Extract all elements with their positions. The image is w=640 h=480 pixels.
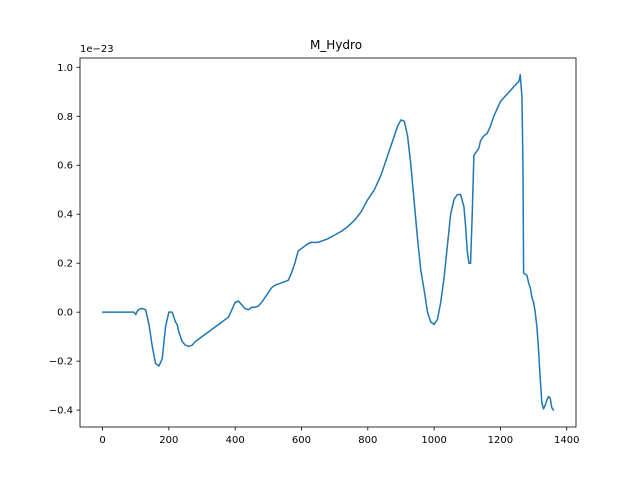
x-tick-label: 600: [292, 435, 311, 446]
y-tick-label: 0.4: [57, 210, 73, 221]
y-offset-label: 1e−23: [80, 44, 114, 55]
series-line-0: [101, 73, 555, 411]
y-tick-label: 1.0: [57, 63, 73, 74]
x-tick-label: 1000: [421, 435, 446, 446]
axes-frame: [79, 57, 577, 428]
x-tick-label: 0: [99, 435, 105, 446]
x-tick-label: 200: [159, 435, 178, 446]
x-tick-label: 1400: [554, 435, 579, 446]
y-tick-label: 0.6: [57, 161, 73, 172]
x-tick-label: 800: [358, 435, 377, 446]
x-tick-label: 1200: [488, 435, 513, 446]
y-tick-label: −0.2: [49, 357, 73, 368]
y-tick-label: 0.8: [57, 112, 73, 123]
y-tick-label: 0.0: [57, 308, 73, 319]
x-tick-label: 400: [226, 435, 245, 446]
plot-area: 0 200 400 600 800 1000 1200 1400 −0.4 −0.2 0.0 0.2 0…: [49, 57, 579, 446]
chart-title: M_Hydro: [310, 38, 362, 52]
y-tick-label: 0.2: [57, 259, 73, 270]
y-tick-label: −0.4: [49, 406, 73, 417]
